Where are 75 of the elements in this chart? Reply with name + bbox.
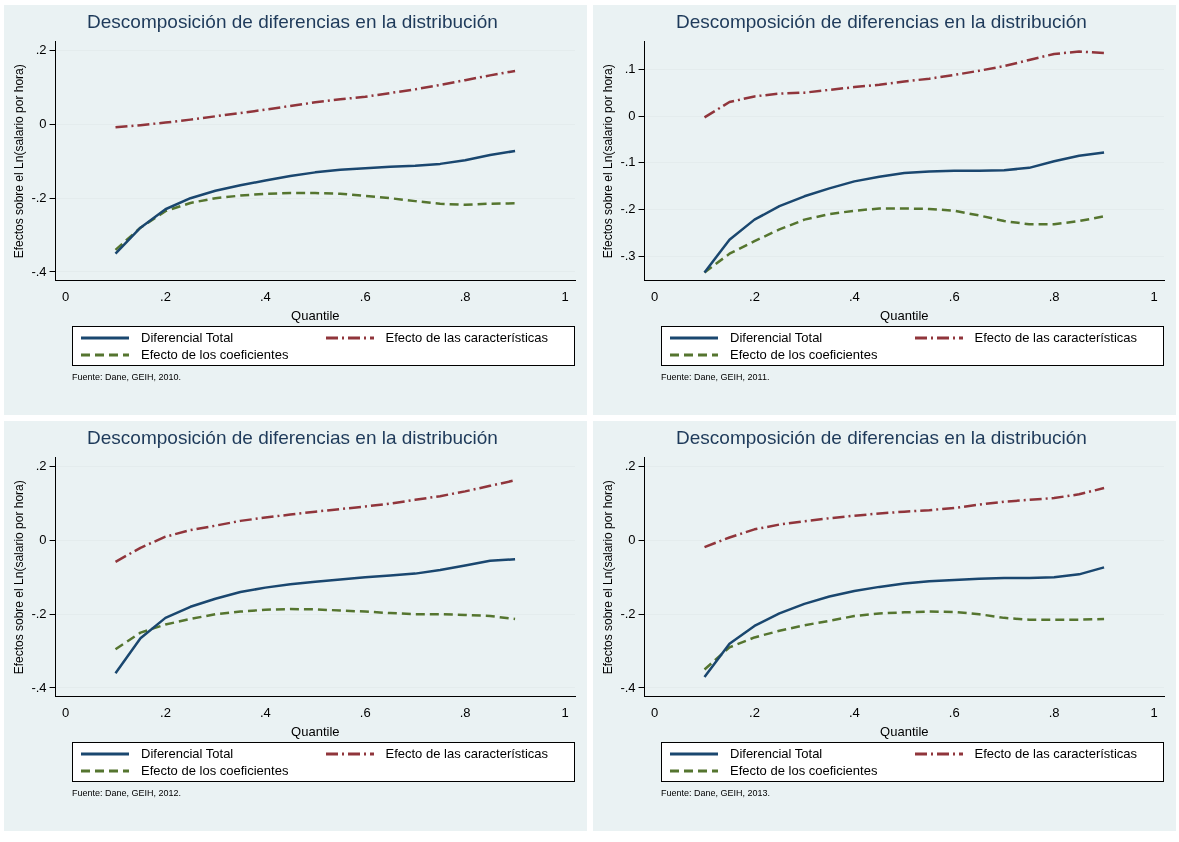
chart-title: Descomposición de diferencias en la distribución: [676, 426, 1087, 448]
y-tick-label: -.2: [31, 189, 47, 205]
x-axis-title: Quantile: [880, 307, 929, 323]
x-tick-label: 1: [1150, 705, 1158, 721]
source-note: Fuente: Dane, GEIH, 2010.: [72, 372, 183, 382]
x-tick-label: 0: [650, 289, 659, 305]
legend-label: Efecto de las características: [385, 330, 549, 345]
x-tick-label: .6: [948, 705, 960, 721]
legend-label: Diferencial Total: [730, 746, 823, 761]
y-tick-label: .1: [624, 60, 636, 76]
y-tick-label: -.2: [620, 200, 636, 216]
legend-label: Diferencial Total: [141, 746, 234, 761]
x-tick-label: 1: [561, 705, 569, 721]
chart-title: Descomposición de diferencias en la distribución: [87, 10, 498, 32]
legend-label: Efecto de los coeficientes: [141, 347, 289, 362]
x-axis-title: Quantile: [291, 723, 340, 739]
x-tick-label: 0: [61, 705, 70, 721]
y-tick-label: .2: [624, 458, 636, 474]
y-tick-label: -.4: [31, 263, 47, 279]
y-tick-label: 0: [39, 532, 47, 547]
y-axis-title: Efectos sobre el Ln(salario por hora): [600, 64, 615, 259]
y-tick-label: -.4: [31, 679, 47, 695]
x-tick-label: .4: [848, 289, 860, 305]
x-tick-label: .6: [359, 289, 371, 305]
y-tick-label: 0: [39, 116, 47, 131]
y-tick-label: 0: [628, 107, 636, 123]
y-axis-title: Efectos sobre el Ln(salario por hora): [11, 480, 26, 675]
legend-label: Efecto de los coeficientes: [730, 763, 878, 778]
line-series: [114, 191, 517, 252]
legend-label: Diferencial Total: [730, 330, 823, 345]
x-tick-label: 0: [650, 705, 659, 721]
x-axis-title: Quantile: [291, 307, 340, 323]
x-tick-label: .4: [848, 705, 860, 721]
x-tick-label: 1: [561, 289, 569, 305]
line-series: [114, 69, 517, 129]
y-tick-label: -.2: [31, 605, 47, 621]
legend-label: Efecto de los coeficientes: [141, 763, 289, 778]
x-tick-label: .6: [359, 705, 371, 721]
x-tick-label: .2: [749, 705, 760, 721]
y-tick-label: -.4: [620, 679, 636, 695]
y-tick-label: -.1: [620, 154, 636, 170]
x-tick-label: .2: [749, 289, 760, 305]
line-series: [703, 50, 1106, 119]
line-series: [114, 607, 517, 651]
x-tick-label: .8: [459, 705, 471, 721]
y-axis-title: Efectos sobre el Ln(salario por hora): [600, 480, 615, 675]
legend-label: Efecto de las características: [974, 746, 1138, 761]
x-tick-label: 1: [1150, 289, 1158, 305]
legend-label: Efecto de los coeficientes: [730, 347, 878, 362]
x-axis-title: Quantile: [880, 723, 929, 739]
x-tick-label: .6: [948, 289, 960, 305]
x-tick-label: .2: [160, 289, 171, 305]
chart-title: Descomposición de diferencias en la distribución: [87, 426, 498, 448]
y-tick-label: -.2: [620, 605, 636, 621]
y-tick-label: 0: [628, 532, 636, 547]
y-tick-label: .2: [35, 42, 47, 58]
x-tick-label: 0: [61, 289, 70, 305]
source-note: Fuente: Dane, GEIH, 2011.: [661, 372, 771, 382]
source-note: Fuente: Dane, GEIH, 2013.: [661, 788, 772, 798]
x-tick-label: .8: [459, 289, 471, 305]
source-note: Fuente: Dane, GEIH, 2012.: [72, 788, 183, 798]
x-tick-label: .4: [259, 289, 271, 305]
legend-label: Efecto de las características: [974, 330, 1138, 345]
x-tick-label: .4: [259, 705, 271, 721]
chart-title: Descomposición de diferencias en la distribución: [676, 10, 1087, 32]
line-series: [703, 486, 1106, 549]
x-tick-label: .2: [160, 705, 171, 721]
line-series: [703, 610, 1106, 671]
x-tick-label: .8: [1048, 289, 1060, 305]
y-tick-label: .2: [35, 458, 47, 474]
y-tick-label: -.3: [620, 247, 636, 263]
x-tick-label: .8: [1048, 705, 1060, 721]
y-axis-title: Efectos sobre el Ln(salario por hora): [11, 64, 26, 259]
legend-label: Efecto de las características: [385, 746, 549, 761]
legend-label: Diferencial Total: [141, 330, 234, 345]
